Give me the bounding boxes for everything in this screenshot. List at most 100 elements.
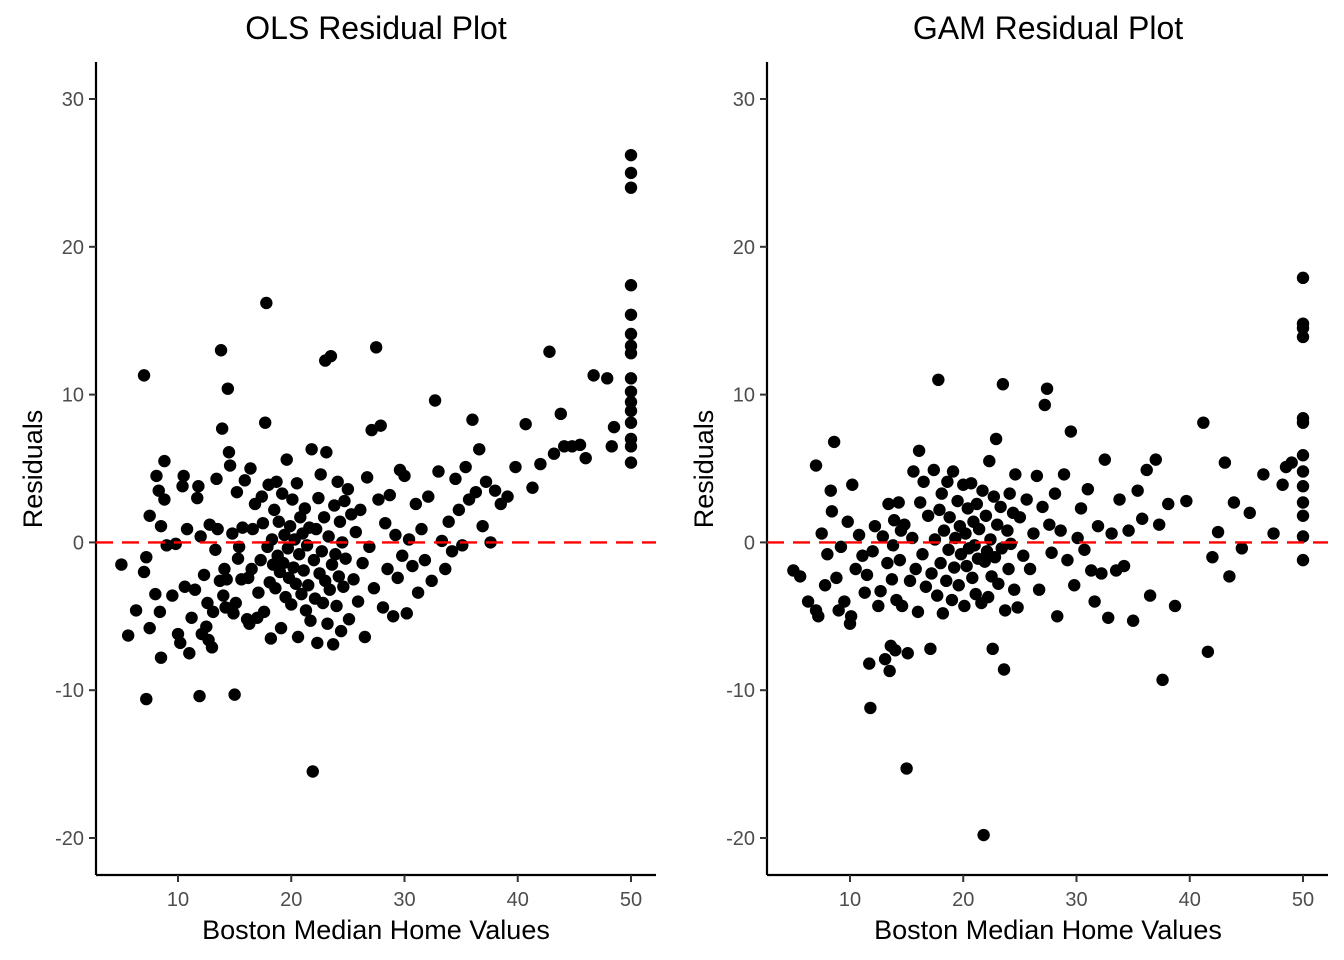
data-point (154, 519, 168, 533)
data-point (624, 456, 638, 469)
data-point (966, 571, 979, 585)
data-point (624, 395, 638, 409)
data-point (227, 607, 240, 620)
data-point (1156, 673, 1169, 687)
data-point (306, 765, 319, 778)
data-point (881, 556, 894, 570)
data-point (858, 586, 871, 599)
data-point (259, 416, 272, 429)
panel-title: OLS Residual Plot (245, 10, 507, 46)
data-point (356, 556, 369, 570)
data-point (818, 579, 832, 592)
data-point (245, 562, 258, 576)
data-point (137, 565, 151, 579)
data-point (893, 553, 907, 567)
data-point (316, 596, 330, 610)
data-point (885, 573, 899, 586)
data-point (841, 515, 854, 528)
y-tick-label: -20 (55, 828, 84, 850)
data-point (624, 327, 638, 341)
data-point (411, 586, 425, 599)
data-point (883, 664, 896, 678)
data-point (1078, 543, 1091, 556)
x-tick-label: 30 (1065, 889, 1087, 911)
y-tick-label: 30 (62, 89, 84, 111)
data-point (624, 440, 638, 453)
data-point (952, 579, 965, 592)
data-point (852, 528, 866, 542)
data-point (391, 571, 404, 585)
data-point (205, 641, 219, 654)
data-point (154, 651, 168, 664)
data-point (501, 490, 514, 503)
data-point (152, 484, 165, 497)
data-point (223, 459, 237, 472)
data-point (178, 580, 191, 593)
data-point (1088, 595, 1101, 608)
data-point (1048, 487, 1062, 500)
data-point (1105, 527, 1118, 540)
data-point (354, 503, 367, 517)
data-point (1030, 469, 1044, 483)
data-point (236, 521, 249, 534)
data-point (933, 503, 946, 517)
data-point (232, 540, 246, 554)
data-point (821, 548, 834, 561)
data-point (222, 446, 236, 459)
data-point (215, 422, 229, 435)
data-point (140, 550, 153, 564)
data-point (994, 500, 1007, 514)
data-point (1117, 559, 1131, 573)
data-point (331, 475, 344, 489)
data-point (882, 497, 895, 511)
data-point (270, 475, 283, 489)
data-point (1267, 527, 1280, 540)
x-tick-label: 10 (167, 889, 189, 911)
data-point (1061, 553, 1074, 567)
data-point (1296, 271, 1310, 285)
data-point (898, 518, 911, 531)
data-point (218, 562, 231, 576)
data-point (277, 556, 290, 570)
data-point (228, 688, 241, 701)
data-point (573, 438, 587, 452)
x-tick-label: 20 (952, 889, 974, 911)
data-point (992, 577, 1005, 590)
data-point (1002, 562, 1015, 576)
data-point (466, 413, 479, 426)
data-point (624, 385, 638, 398)
data-point (246, 522, 259, 536)
data-point (1149, 453, 1162, 466)
data-point (925, 567, 938, 580)
gam-residual-panel: GAM Residual Plot Residuals Boston Media… (689, 10, 1328, 945)
data-point (1180, 494, 1193, 508)
y-tick-label: 0 (73, 532, 84, 554)
data-point (418, 553, 432, 567)
data-point (473, 443, 486, 456)
data-point (972, 522, 986, 536)
data-point (363, 540, 376, 554)
data-point (169, 537, 182, 551)
y-tick-label: -10 (55, 680, 84, 702)
data-point (1135, 512, 1149, 525)
data-point (197, 568, 211, 582)
data-point (856, 549, 869, 562)
data-point (624, 416, 638, 429)
data-point (1296, 330, 1310, 344)
data-point (1296, 465, 1310, 478)
data-point (921, 509, 935, 522)
ols-residual-panel: OLS Residual Plot Residuals Boston Media… (18, 10, 656, 945)
data-point (554, 407, 567, 421)
data-point (290, 477, 304, 490)
data-point (342, 613, 356, 626)
data-point (459, 460, 472, 474)
y-tick-label: 20 (62, 237, 84, 259)
data-point (305, 443, 318, 456)
data-point (809, 459, 823, 472)
data-point (1235, 542, 1249, 555)
data-point (534, 457, 547, 471)
data-point (209, 543, 222, 556)
data-point (330, 599, 343, 613)
y-axis-label: Residuals (689, 410, 719, 529)
data-point (968, 539, 981, 552)
